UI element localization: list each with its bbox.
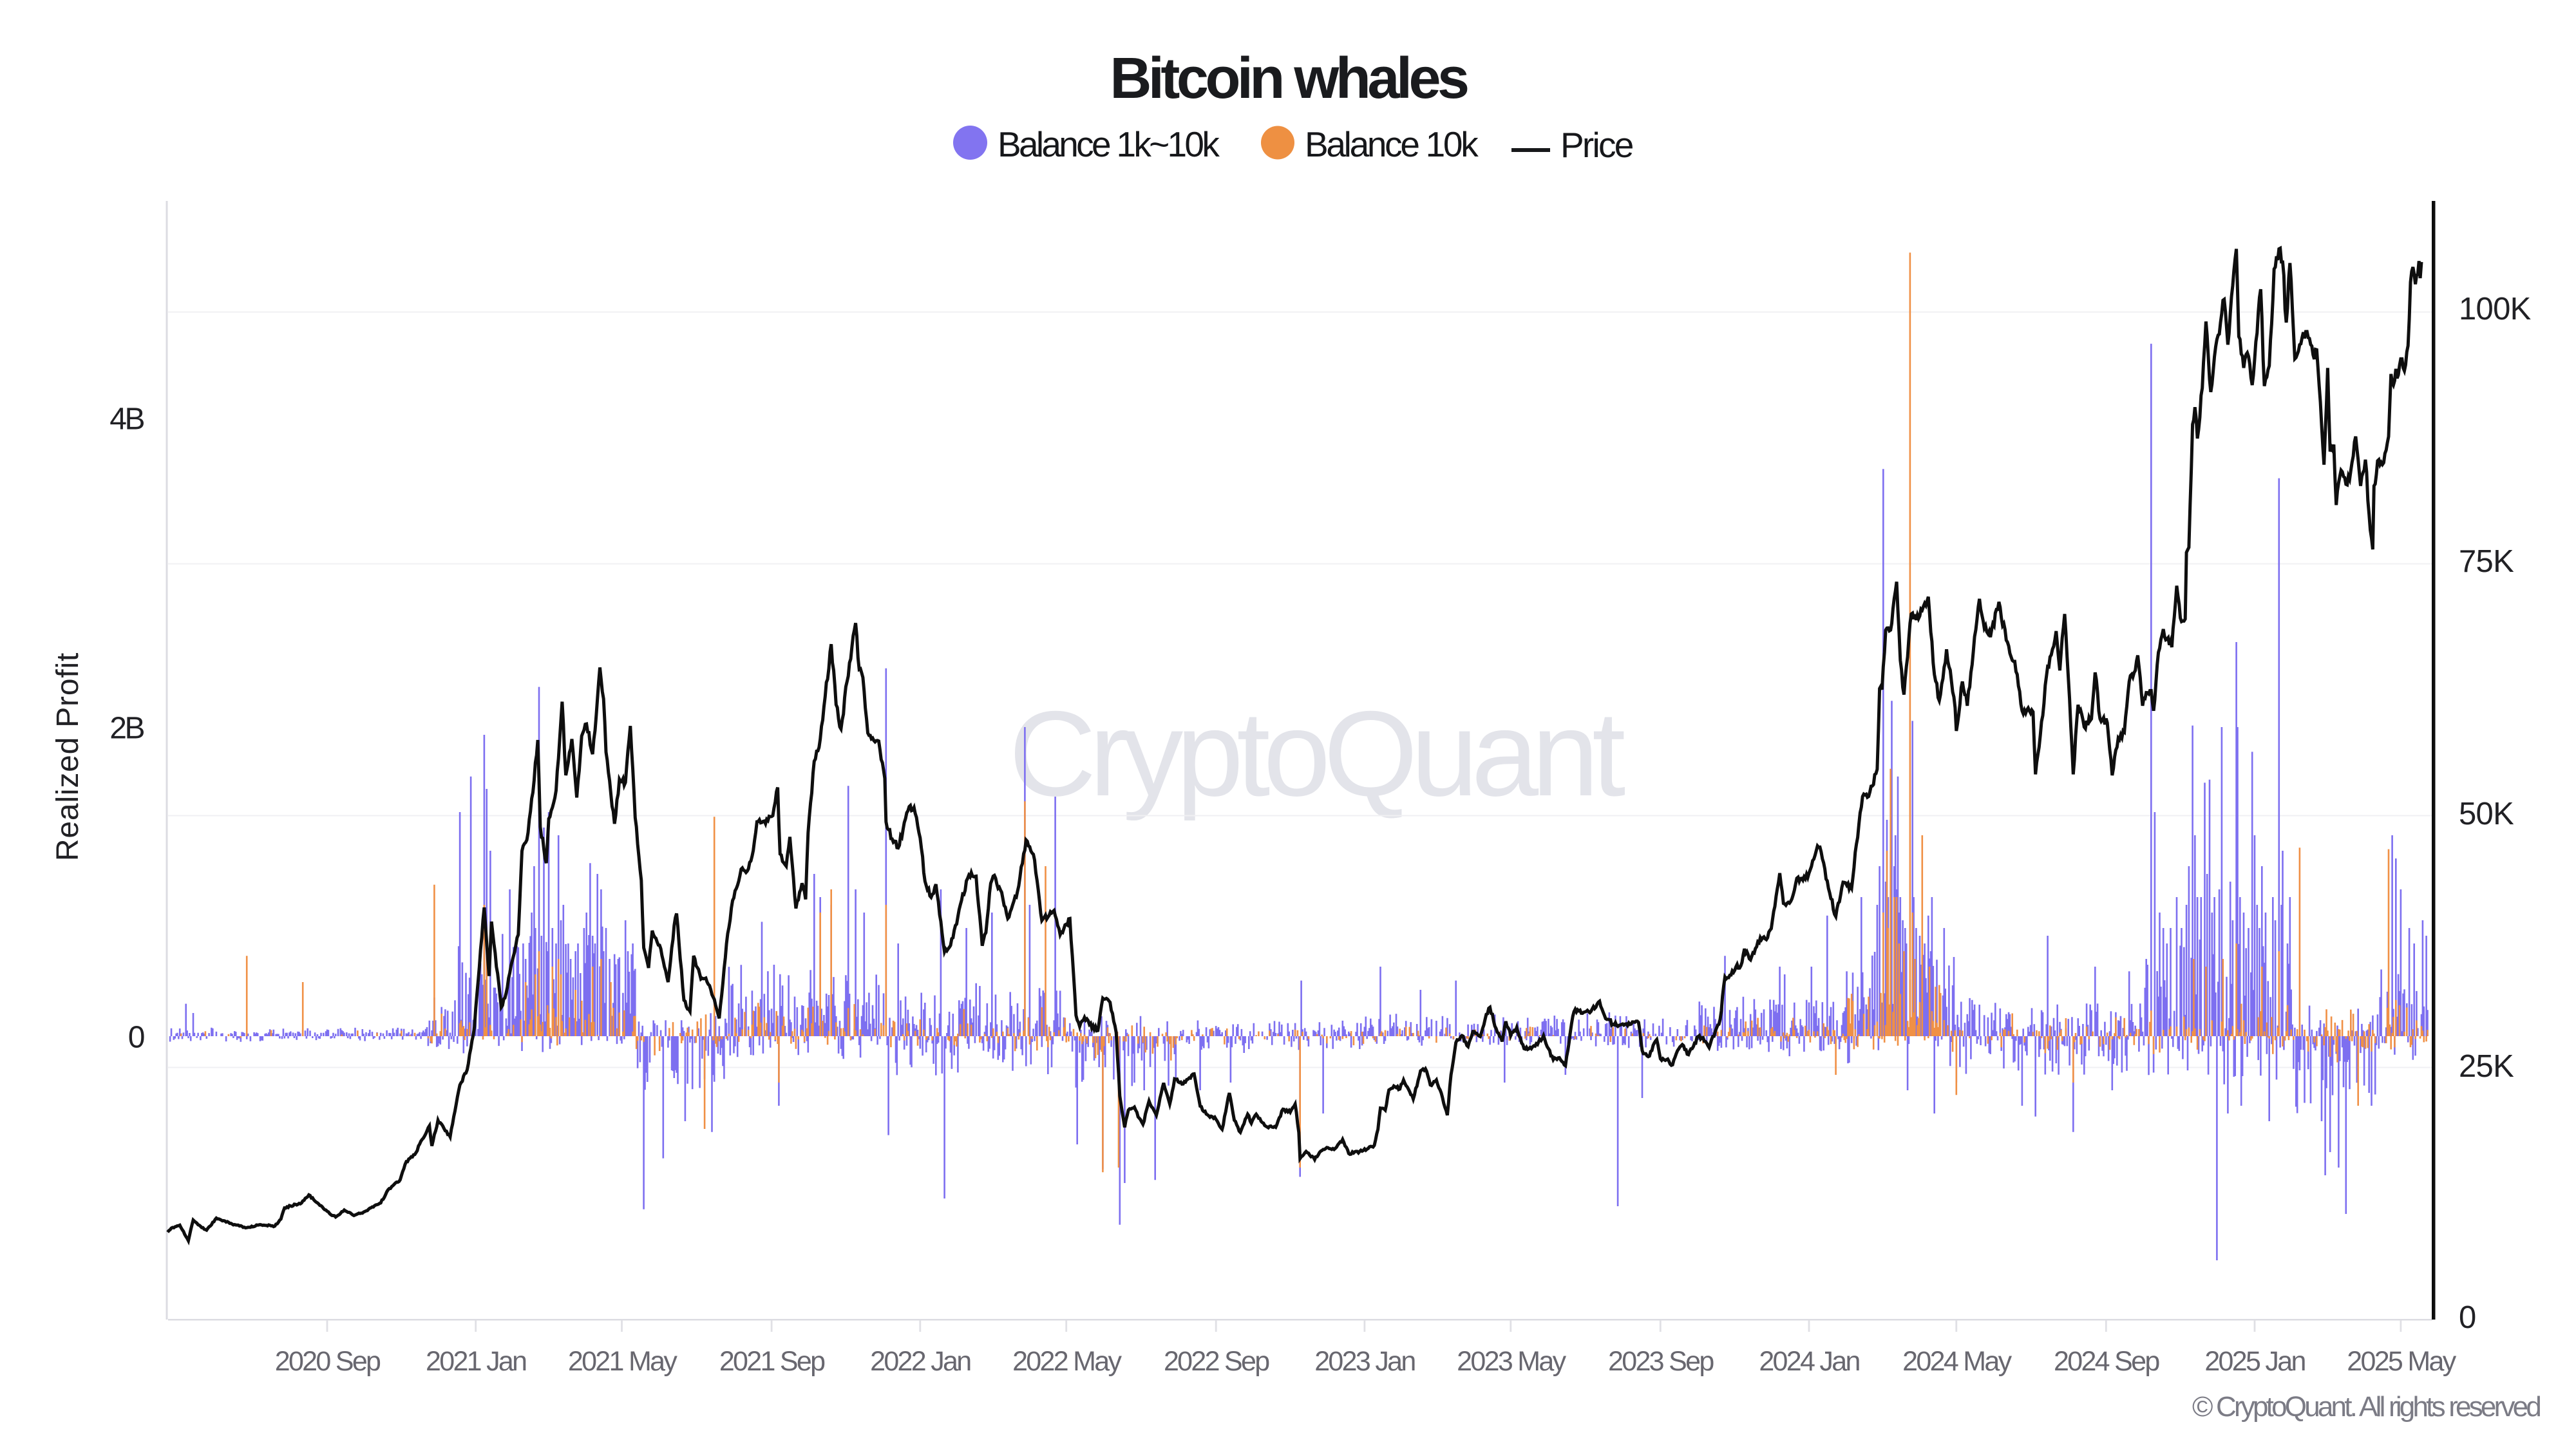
svg-text:0: 0 [128, 1021, 144, 1055]
svg-text:50K: 50K [2459, 797, 2514, 831]
svg-text:2024 Jan: 2024 Jan [1759, 1346, 1859, 1377]
svg-text:2021 May: 2021 May [568, 1346, 677, 1377]
svg-text:25K: 25K [2459, 1049, 2514, 1084]
svg-text:2B: 2B [109, 712, 144, 746]
svg-text:© CryptoQuant. All rights rese: © CryptoQuant. All rights reserved [2192, 1391, 2540, 1423]
svg-text:2025 May: 2025 May [2347, 1346, 2456, 1377]
svg-text:Realized Profit: Realized Profit [51, 652, 85, 861]
svg-text:0: 0 [2459, 1300, 2476, 1335]
svg-text:75K: 75K [2459, 544, 2514, 579]
svg-text:Bitcoin whales: Bitcoin whales [1110, 46, 1468, 111]
svg-text:2024 Sep: 2024 Sep [2054, 1346, 2159, 1377]
svg-text:4B: 4B [109, 402, 144, 437]
svg-text:2023 Sep: 2023 Sep [1608, 1346, 1714, 1377]
svg-text:100K: 100K [2459, 292, 2532, 327]
svg-text:2022 May: 2022 May [1012, 1346, 1122, 1377]
svg-text:2022 Jan: 2022 Jan [870, 1346, 971, 1377]
svg-text:Balance 10k: Balance 10k [1305, 124, 1479, 164]
svg-text:Balance 1k~10k: Balance 1k~10k [998, 124, 1220, 164]
svg-text:2021 Sep: 2021 Sep [719, 1346, 825, 1377]
svg-text:2021 Jan: 2021 Jan [426, 1346, 526, 1377]
svg-text:2022 Sep: 2022 Sep [1164, 1346, 1269, 1377]
svg-text:2023 Jan: 2023 Jan [1314, 1346, 1415, 1377]
svg-text:2025 Jan: 2025 Jan [2204, 1346, 2305, 1377]
svg-text:2020 Sep: 2020 Sep [275, 1346, 381, 1377]
svg-text:CryptoQuant: CryptoQuant [1009, 686, 1625, 821]
svg-text:2024 May: 2024 May [1902, 1346, 2012, 1377]
svg-text:2023 May: 2023 May [1457, 1346, 1566, 1377]
svg-text:Price: Price [1560, 125, 1633, 165]
